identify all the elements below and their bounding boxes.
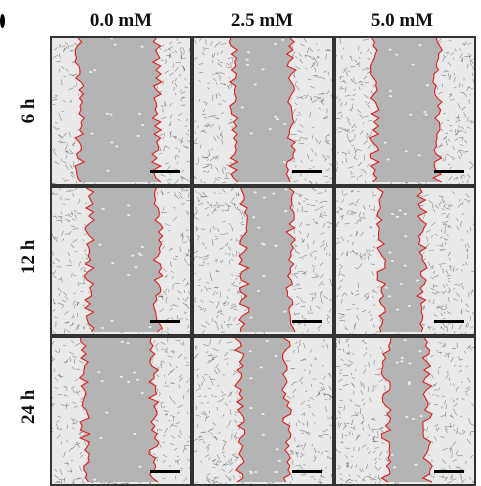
wound-edge-right	[152, 188, 164, 333]
wound-edge-right	[421, 338, 433, 483]
scale-bar	[434, 170, 464, 173]
wound-edge-right	[415, 188, 428, 333]
wound-edge-right	[285, 38, 298, 183]
wound-panel-24h-col2	[334, 336, 476, 486]
wound-edge-left	[74, 38, 86, 183]
row-label-6h: 6 h	[18, 98, 39, 124]
wound-edge-right	[280, 338, 292, 483]
wound-edge-left	[83, 188, 95, 333]
wound-edge-left	[233, 338, 246, 483]
wound-panel-6h-col0	[50, 36, 192, 186]
wound-panel-6h-col1	[192, 36, 334, 186]
wound-edge-left	[375, 188, 387, 333]
wound-panel-6h-col2	[334, 36, 476, 186]
wound-edge-left	[227, 38, 239, 183]
scale-bar	[434, 320, 464, 323]
scale-bar	[292, 320, 322, 323]
wound-edge-right	[150, 38, 163, 183]
scale-bar	[150, 170, 180, 173]
wound-panel-12h-col1	[192, 186, 334, 336]
scale-bar	[434, 470, 464, 473]
wound-panel-12h-col0	[50, 186, 192, 336]
row-label-12h: 12 h	[18, 239, 39, 274]
scale-bar	[150, 320, 180, 323]
wound-edge-left	[78, 338, 91, 483]
wound-panel-24h-col0	[50, 336, 192, 486]
scale-bar	[150, 470, 180, 473]
column-label-2-5mM: 2.5 mM	[230, 10, 294, 31]
panel-letter-fragment	[0, 14, 5, 28]
wound-panel-24h-col1	[192, 336, 334, 486]
wound-edge-right	[285, 188, 297, 333]
wound-edge-left	[380, 338, 392, 483]
column-label-5mM: 5.0 mM	[370, 10, 434, 31]
scale-bar	[292, 470, 322, 473]
wound-edge-right	[432, 38, 443, 183]
scale-bar	[292, 170, 322, 173]
column-label-0mM: 0.0 mM	[89, 10, 153, 31]
wound-edge-right	[147, 338, 160, 483]
wound-panel-12h-col2	[334, 186, 476, 336]
wound-edge-left	[238, 188, 250, 333]
row-label-24h: 24 h	[18, 389, 39, 424]
wound-edge-left	[368, 38, 380, 183]
